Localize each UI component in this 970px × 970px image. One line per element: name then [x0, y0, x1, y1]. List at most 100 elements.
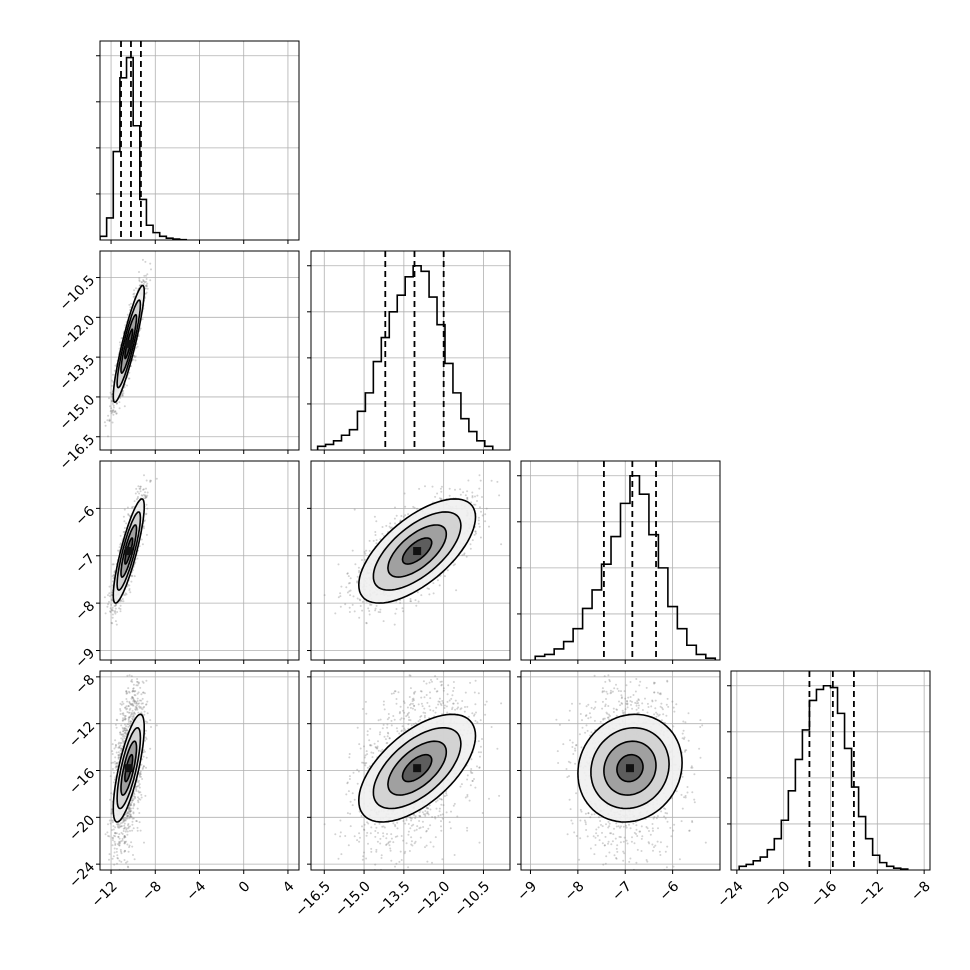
sample-point [141, 281, 143, 284]
sample-point [138, 277, 141, 280]
sample-point [115, 823, 118, 826]
sample-point [109, 611, 112, 613]
sample-point [110, 407, 113, 410]
sample-point [141, 494, 144, 497]
sample-point [119, 542, 122, 545]
sample-point [459, 493, 462, 496]
sample-point [369, 603, 372, 606]
sample-point [402, 610, 404, 613]
histogram-step [738, 684, 909, 870]
sample-point [112, 577, 115, 580]
sample-point [107, 435, 109, 438]
sample-point [140, 707, 143, 710]
sample-point [126, 817, 129, 820]
sample-point [438, 497, 441, 500]
sample-point [481, 514, 484, 517]
sample-point [143, 281, 146, 284]
sample-point [118, 401, 121, 404]
sample-point [339, 592, 342, 595]
sample-point [389, 522, 392, 525]
sample-point [149, 719, 152, 722]
sample-point [117, 756, 120, 759]
sample-point [432, 592, 435, 595]
sample-point [126, 833, 129, 836]
sample-point [128, 702, 131, 704]
sample-point [418, 487, 421, 490]
sample-point [142, 749, 145, 752]
sample-point [466, 497, 469, 500]
sample-point [112, 563, 115, 566]
sample-point [112, 574, 115, 577]
sample-point [129, 815, 132, 818]
sample-point [477, 519, 480, 522]
scatter-panel [96, 670, 300, 874]
sample-point [117, 549, 119, 552]
sample-point [142, 279, 145, 281]
sample-point [122, 531, 125, 533]
sample-point [138, 775, 141, 778]
sample-point [348, 611, 351, 613]
sample-point [346, 591, 349, 594]
sample-point [111, 563, 114, 566]
sample-point [138, 284, 141, 287]
sample-point [125, 593, 128, 596]
sample-point [129, 591, 132, 594]
sample-point [354, 563, 357, 566]
histogram-step [316, 264, 494, 450]
sample-point [136, 497, 139, 500]
sample-point [361, 609, 364, 612]
sample-point [145, 284, 148, 287]
sample-point [126, 506, 129, 509]
sample-point [339, 605, 342, 608]
sample-point [127, 711, 130, 714]
sample-point [416, 591, 419, 594]
sample-point [488, 525, 490, 528]
sample-point [377, 611, 380, 613]
sample-point [119, 610, 122, 613]
sample-point [122, 733, 125, 736]
sample-point [339, 595, 342, 598]
sample-point [111, 379, 113, 382]
sample-point [404, 505, 407, 508]
sample-point [467, 479, 470, 482]
sample-point [407, 513, 410, 516]
sample-point [125, 828, 128, 831]
sample-point [353, 610, 356, 613]
sample-point [134, 355, 137, 358]
sample-point [121, 739, 124, 742]
density-peak [413, 547, 422, 556]
sample-point [131, 718, 134, 721]
sample-point [113, 611, 116, 614]
sample-point [110, 409, 113, 412]
sample-point [484, 520, 487, 523]
sample-point [412, 505, 415, 508]
sample-point [375, 542, 378, 545]
sample-point [136, 345, 139, 348]
sample-point [145, 487, 147, 490]
sample-point [130, 302, 132, 305]
sample-point [113, 605, 116, 607]
sample-point [140, 538, 143, 541]
sample-point [361, 559, 363, 561]
sample-point [144, 292, 147, 295]
histogram-step [100, 56, 188, 240]
sample-point [131, 799, 134, 802]
sample-point [346, 572, 349, 575]
sample-point [347, 582, 350, 585]
sample-point [490, 479, 493, 482]
sample-point [122, 830, 125, 832]
sample-point [133, 292, 136, 295]
sample-point [446, 569, 449, 572]
sample-point [146, 287, 149, 290]
sample-point [475, 532, 477, 535]
sample-point [374, 534, 377, 536]
sample-point [126, 707, 129, 710]
sample-point [351, 549, 354, 552]
sample-point [110, 384, 113, 387]
sample-point [113, 831, 116, 834]
sample-point [131, 709, 134, 712]
sample-point [149, 279, 152, 282]
sample-point [123, 386, 126, 389]
sample-point [112, 406, 115, 409]
sample-point [146, 721, 149, 724]
